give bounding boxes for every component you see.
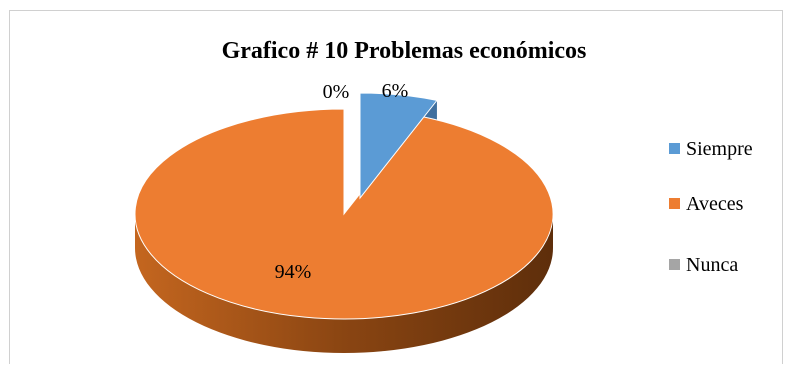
legend: Siempre Aveces Nunca <box>669 138 753 276</box>
legend-swatch-aveces <box>669 198 680 209</box>
pie-slice-aveces <box>134 108 554 320</box>
data-label-siempre: 6% <box>382 80 409 102</box>
data-label-nunca: 0% <box>323 81 350 103</box>
pie-side-aveces <box>135 214 553 353</box>
chart-frame <box>9 10 783 364</box>
data-label-aveces: 94% <box>275 261 312 283</box>
legend-label-siempre: Siempre <box>686 138 753 160</box>
legend-swatch-nunca <box>669 259 680 270</box>
legend-swatch-siempre <box>669 143 680 154</box>
legend-label-aveces: Aveces <box>686 193 744 215</box>
pie-layer <box>134 92 554 353</box>
chart-title: Grafico # 10 Problemas económicos <box>222 38 587 64</box>
pie-slice-siempre <box>359 92 438 200</box>
legend-label-nunca: Nunca <box>686 254 738 276</box>
